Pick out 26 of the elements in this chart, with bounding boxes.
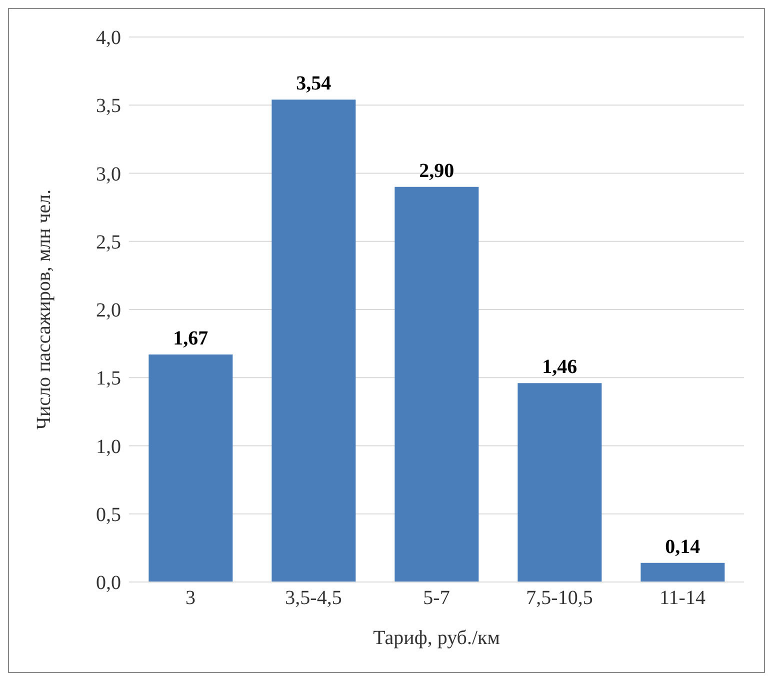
y-tick-label: 4,0 xyxy=(96,27,121,50)
y-tick-label: 3,0 xyxy=(96,163,121,186)
bar xyxy=(640,562,725,582)
bar xyxy=(518,383,602,582)
data-label: 2,90 xyxy=(419,160,454,182)
data-label: 1,46 xyxy=(542,356,578,378)
x-tick-label: 5-7 xyxy=(423,587,450,610)
y-tick-label: 0,5 xyxy=(96,504,121,526)
y-tick-label: 2,5 xyxy=(96,231,121,254)
y-tick-label: 2,0 xyxy=(96,300,121,322)
y-tick-label: 1,0 xyxy=(96,436,121,458)
data-label: 3,54 xyxy=(296,72,332,95)
data-label: 0,14 xyxy=(665,536,700,558)
data-label: 1,67 xyxy=(173,327,208,350)
x-tick-label: 3 xyxy=(186,587,196,610)
y-tick-label: 1,5 xyxy=(96,368,121,390)
x-axis-title: Тариф, руб./км xyxy=(373,627,500,649)
y-axis-title: Число пассажиров, млн чел. xyxy=(33,189,56,430)
y-tick-label: 0,0 xyxy=(96,572,121,594)
bar xyxy=(148,354,233,582)
bar xyxy=(394,186,479,582)
bar xyxy=(272,100,356,582)
x-tick-label: 7,5-10,5 xyxy=(526,587,593,610)
x-tick-label: 3,5-4,5 xyxy=(285,587,342,610)
x-tick-label: 11-14 xyxy=(660,587,706,610)
y-tick-label: 3,5 xyxy=(96,95,121,118)
